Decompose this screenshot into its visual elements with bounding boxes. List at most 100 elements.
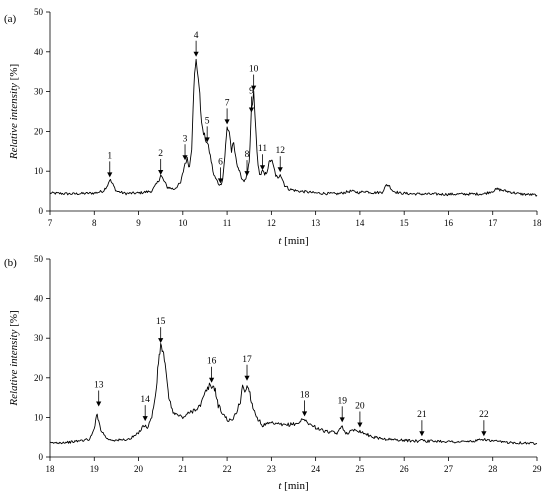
x-tick-label: 26 <box>400 464 410 474</box>
peak-label: 16 <box>207 357 217 367</box>
y-tick-label: 30 <box>34 87 44 97</box>
peak-arrow-head <box>158 338 164 344</box>
x-tick-label: 19 <box>90 464 100 474</box>
y-tick-label: 0 <box>39 206 44 216</box>
peak-arrow-head <box>107 172 113 178</box>
peak-arrow-head <box>301 411 308 417</box>
y-tick-label: 10 <box>34 412 44 422</box>
peak-arrow-head <box>204 137 210 143</box>
x-axis-title: t [min] <box>278 480 308 492</box>
peak-annotation-18: 18 <box>300 390 310 417</box>
peak-annotation-3: 3 <box>182 134 188 161</box>
peak-arrow-head <box>244 375 250 381</box>
peak-arrow-head <box>217 178 224 184</box>
peak-label: 21 <box>417 410 427 420</box>
peak-annotation-19: 19 <box>337 396 347 423</box>
peak-annotation-11: 11 <box>258 144 267 171</box>
peak-annotation-6: 6 <box>217 157 224 184</box>
peak-annotation-7: 7 <box>224 98 230 125</box>
peak-arrow-head <box>208 377 215 383</box>
peak-label: 3 <box>183 134 188 144</box>
peak-label: 5 <box>205 116 210 126</box>
peak-arrow-head <box>419 431 425 437</box>
x-tick-label: 27 <box>444 464 454 474</box>
y-tick-label: 10 <box>34 166 44 176</box>
x-tick-label: 29 <box>533 464 543 474</box>
x-tick-label: 8 <box>92 218 97 228</box>
peak-label: 13 <box>94 381 104 391</box>
x-tick-label: 24 <box>311 464 321 474</box>
peak-label: 1 <box>107 151 112 161</box>
peak-annotation-15: 15 <box>156 317 166 344</box>
chart-panel-b: 0 10 20 30 40 50 18 19 20 21 22 23 24 25 26 27 28 29 (b) t … <box>4 254 542 492</box>
y-axis-title-unit: [%] <box>8 64 20 83</box>
x-axis-title-variable: t <box>278 235 282 247</box>
peak-label: 20 <box>355 401 365 411</box>
x-tick-label: 16 <box>444 218 454 228</box>
peak-arrow-head <box>251 85 257 91</box>
x-tick-label: 28 <box>488 464 498 474</box>
peak-annotation-4: 4 <box>193 31 199 57</box>
peak-label: 9 <box>249 86 254 96</box>
y-axis-title: Relative intensity [%] <box>8 64 20 160</box>
x-tick-label: 14 <box>355 218 365 228</box>
x-tick-label: 13 <box>311 218 321 228</box>
x-tick-label: 15 <box>400 218 410 228</box>
peak-annotation-5: 5 <box>204 116 210 143</box>
peak-annotation-17: 17 <box>242 355 252 381</box>
y-axis-title: Relative intensity [%] <box>8 310 20 406</box>
x-tick-label: 18 <box>533 218 543 228</box>
x-axis-title: t [min] <box>278 235 308 247</box>
y-tick-label: 20 <box>34 126 44 136</box>
y-axis-title-variable: Relative intensity <box>8 83 20 160</box>
x-tick-label: 11 <box>223 218 232 228</box>
x-tick-label: 25 <box>355 464 365 474</box>
peak-arrow-head <box>193 51 199 57</box>
x-tick-label: 18 <box>46 464 56 474</box>
peak-annotation-10: 10 <box>249 65 259 91</box>
peak-arrow-head <box>357 422 363 428</box>
peak-label: 19 <box>337 396 347 406</box>
peak-annotation-9: 9 <box>248 86 254 113</box>
peak-label: 6 <box>218 157 223 167</box>
peak-arrow-head <box>481 431 487 437</box>
x-tick-label: 20 <box>134 464 144 474</box>
peak-arrow-head <box>142 416 148 422</box>
peak-label: 7 <box>225 98 230 108</box>
chromatogram-trace <box>49 58 538 197</box>
y-tick-label: 0 <box>39 452 44 462</box>
x-tick-label: 7 <box>48 218 53 228</box>
peak-label: 14 <box>140 395 150 405</box>
x-tick-label: 9 <box>136 218 141 228</box>
panel-label: (b) <box>4 257 17 269</box>
peak-annotation-22: 22 <box>479 410 489 437</box>
y-axis-title-variable: Relative intensity <box>8 329 20 406</box>
peak-annotation-16: 16 <box>207 357 217 383</box>
y-tick-label: 40 <box>34 47 44 57</box>
peak-arrow-head <box>158 169 164 175</box>
peak-arrow-head <box>244 171 250 177</box>
x-tick-label: 21 <box>178 464 187 474</box>
peak-arrow-head <box>277 167 283 173</box>
peak-label: 8 <box>245 150 250 160</box>
panel-label: (a) <box>4 13 17 25</box>
y-axis-title-unit: [%] <box>8 310 20 329</box>
peak-annotation-2: 2 <box>158 149 163 175</box>
peak-label: 10 <box>249 65 259 75</box>
peak-annotation-12: 12 <box>275 146 285 173</box>
peak-label: 4 <box>194 31 199 41</box>
peak-arrow-head <box>339 417 345 423</box>
peak-annotation-14: 14 <box>140 395 150 422</box>
peak-label: 11 <box>258 144 267 154</box>
peak-annotation-1: 1 <box>107 151 113 178</box>
y-tick-label: 30 <box>34 333 44 343</box>
peak-label: 12 <box>275 146 285 156</box>
x-axis-title-unit: [min] <box>281 480 308 492</box>
peak-arrow-head <box>224 119 230 125</box>
peak-label: 22 <box>479 410 489 420</box>
x-tick-label: 10 <box>178 218 188 228</box>
peak-annotation-20: 20 <box>355 401 365 428</box>
peak-annotation-13: 13 <box>94 381 104 407</box>
